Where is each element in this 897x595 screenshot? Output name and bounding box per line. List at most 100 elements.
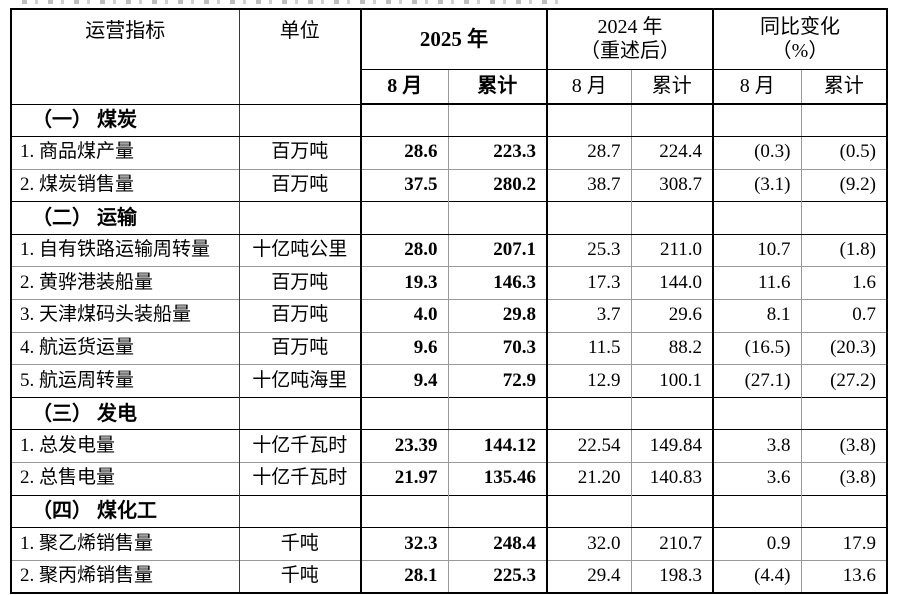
value-yoy-cumulative xyxy=(800,103,887,138)
value-yoy-month: (0.3) xyxy=(712,136,801,170)
table-row: 3. 天津煤码头装船量 百万吨 4.0 29.8 3.7 29.6 8.1 0.7 xyxy=(11,299,887,333)
value-2024-month xyxy=(546,201,631,235)
table-row: 1. 商品煤产量 百万吨 28.6 223.3 28.7 224.4 (0.3) (0.5) xyxy=(11,136,887,170)
value-2025-month: 28.0 xyxy=(360,233,448,267)
header-unit: 单位 xyxy=(238,9,361,105)
unit-cell: 百万吨 xyxy=(238,299,361,333)
table-row: 5. 航运周转量 十亿吨海里 9.4 72.9 12.9 100.1 (27.1) (27.2… xyxy=(11,364,887,398)
value-yoy-cumulative: (20.3) xyxy=(800,331,887,365)
value-2025-month: 9.6 xyxy=(360,331,448,365)
value-2024-cumulative xyxy=(630,201,713,235)
value-2024-cumulative: 100.1 xyxy=(630,364,713,398)
table-row: 2. 总售电量 十亿千瓦时 21.97 135.46 21.20 140.83 3.6 (3.… xyxy=(11,462,887,496)
section-label: （四） 煤化工 xyxy=(11,494,239,529)
table-row: 4. 航运货运量 百万吨 9.6 70.3 11.5 88.2 (16.5) (20.3) xyxy=(11,331,887,365)
value-yoy-cumulative: 17.9 xyxy=(800,527,887,561)
indicator-label: 2. 煤炭销售量 xyxy=(11,168,239,202)
section-label: （三） 发电 xyxy=(11,396,239,431)
value-2024-month: 22.54 xyxy=(546,429,631,463)
value-yoy-cumulative: (1.8) xyxy=(800,233,887,267)
value-2025-cumulative: 223.3 xyxy=(447,136,547,170)
value-2024-month: 25.3 xyxy=(546,233,631,267)
section-row: （四） 煤化工 xyxy=(11,494,887,529)
indicator-label: 1. 商品煤产量 xyxy=(11,136,239,170)
clipped-text-remnant xyxy=(22,0,562,4)
value-yoy-cumulative: (27.2) xyxy=(800,364,887,398)
value-2024-cumulative: 211.0 xyxy=(630,233,713,267)
value-yoy-cumulative xyxy=(800,494,887,529)
value-2024-cumulative: 140.83 xyxy=(630,462,713,496)
value-2025-cumulative xyxy=(447,396,547,431)
value-yoy-month xyxy=(712,494,801,529)
header-group-2024-line1: 2024 年 xyxy=(597,16,663,39)
value-2025-cumulative: 135.46 xyxy=(447,462,547,496)
value-2024-cumulative: 198.3 xyxy=(630,559,713,593)
indicator-label: 1. 总发电量 xyxy=(11,429,239,463)
unit-cell xyxy=(238,201,361,235)
value-2024-cumulative: 144.0 xyxy=(630,266,713,300)
indicator-label: 4. 航运货运量 xyxy=(11,331,239,365)
value-2024-month: 3.7 xyxy=(546,299,631,333)
value-yoy-month: 10.7 xyxy=(712,233,801,267)
value-2025-month: 28.6 xyxy=(360,136,448,170)
value-2025-cumulative: 225.3 xyxy=(447,559,547,593)
unit-cell: 十亿吨海里 xyxy=(238,364,361,398)
indicator-label: 3. 天津煤码头装船量 xyxy=(11,299,239,333)
value-yoy-cumulative: 1.6 xyxy=(800,266,887,300)
unit-cell: 百万吨 xyxy=(238,331,361,365)
value-2024-cumulative: 88.2 xyxy=(630,331,713,365)
unit-cell: 百万吨 xyxy=(238,168,361,202)
value-2024-month xyxy=(546,396,631,431)
section-row: （三） 发电 xyxy=(11,396,887,431)
value-2025-month xyxy=(360,201,448,235)
value-2024-month xyxy=(546,103,631,138)
indicator-label: 2. 黄骅港装船量 xyxy=(11,266,239,300)
value-yoy-month: 0.9 xyxy=(712,527,801,561)
value-2024-cumulative xyxy=(630,396,713,431)
unit-cell xyxy=(238,103,361,138)
unit-cell: 十亿吨公里 xyxy=(238,233,361,267)
value-yoy-month: (16.5) xyxy=(712,331,801,365)
value-2024-month: 12.9 xyxy=(546,364,631,398)
table-body: （一） 煤炭 1. 商品煤产量 百万吨 28.6 223.3 28.7 224.4 (0.3)… xyxy=(11,103,887,593)
value-2025-month xyxy=(360,494,448,529)
header-indicator: 运营指标 xyxy=(11,9,239,105)
operations-table: 运营指标 单位 2025 年 2024 年 （重述后） 同比变化 （%） 8 月… xyxy=(10,8,888,594)
value-yoy-month: 11.6 xyxy=(712,266,801,300)
value-2025-cumulative: 144.12 xyxy=(447,429,547,463)
value-2024-cumulative xyxy=(630,103,713,138)
unit-cell: 十亿千瓦时 xyxy=(238,429,361,463)
value-2024-month xyxy=(546,494,631,529)
value-2025-cumulative xyxy=(447,201,547,235)
header-row-groups: 运营指标 单位 2025 年 2024 年 （重述后） 同比变化 （%） xyxy=(11,9,887,105)
unit-cell xyxy=(238,494,361,529)
value-2024-cumulative: 224.4 xyxy=(630,136,713,170)
value-yoy-cumulative: (3.8) xyxy=(800,462,887,496)
subheader-2025-month: 8 月 xyxy=(360,69,448,105)
section-label: （一） 煤炭 xyxy=(11,103,239,138)
value-2025-cumulative: 70.3 xyxy=(447,331,547,365)
value-2025-month: 19.3 xyxy=(360,266,448,300)
value-2025-month: 9.4 xyxy=(360,364,448,398)
value-yoy-month: (27.1) xyxy=(712,364,801,398)
value-2025-month: 21.97 xyxy=(360,462,448,496)
value-2024-month: 38.7 xyxy=(546,168,631,202)
indicator-label: 1. 自有铁路运输周转量 xyxy=(11,233,239,267)
subheader-2024-cumulative: 累计 xyxy=(630,69,713,105)
value-2024-cumulative: 308.7 xyxy=(630,168,713,202)
indicator-label: 1. 聚乙烯销售量 xyxy=(11,527,239,561)
unit-cell: 百万吨 xyxy=(238,266,361,300)
value-2025-month: 32.3 xyxy=(360,527,448,561)
value-2025-month: 23.39 xyxy=(360,429,448,463)
header-group-2024: 2024 年 （重述后） xyxy=(546,9,713,70)
table-row: 1. 自有铁路运输周转量 十亿吨公里 28.0 207.1 25.3 211.0 10.7(… xyxy=(11,233,887,267)
indicator-label: 2. 聚丙烯销售量 xyxy=(11,559,239,593)
unit-cell: 百万吨 xyxy=(238,136,361,170)
header-group-yoy-line2: （%） xyxy=(771,40,829,63)
value-yoy-cumulative: 0.7 xyxy=(800,299,887,333)
value-2024-month: 32.0 xyxy=(546,527,631,561)
subheader-2025-cumulative: 累计 xyxy=(447,69,547,105)
value-yoy-month: 3.6 xyxy=(712,462,801,496)
value-2025-cumulative xyxy=(447,494,547,529)
value-2024-cumulative xyxy=(630,494,713,529)
